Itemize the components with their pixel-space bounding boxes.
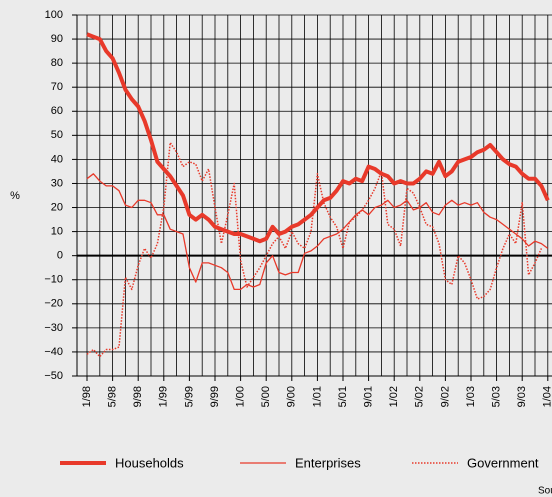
x-tick-label: 5/01 — [337, 386, 349, 407]
x-tick-label: 9/01 — [363, 386, 375, 407]
y-tick-label: 20 — [51, 201, 63, 213]
y-tick-label: 0 — [57, 250, 63, 262]
y-tick-label: −20 — [44, 298, 63, 310]
y-tick-label: 30 — [51, 177, 63, 189]
y-axis-label: % — [10, 190, 20, 202]
x-tick-label: 1/98 — [81, 386, 93, 407]
x-tick-label: 9/03 — [516, 386, 528, 407]
y-tick-label: −10 — [44, 274, 63, 286]
y-tick-label: 90 — [51, 33, 63, 45]
x-tick-label: 1/04 — [542, 386, 552, 407]
x-tick-label: 9/00 — [286, 386, 298, 407]
legend-label: Government — [467, 455, 539, 470]
x-tick-label: 1/99 — [158, 386, 170, 407]
x-tick-label: 1/01 — [311, 386, 323, 407]
y-tick-label: −50 — [44, 370, 63, 382]
series-line — [86, 32, 550, 244]
x-tick-label: 5/03 — [491, 386, 503, 407]
x-tick-label: 1/03 — [465, 386, 477, 407]
y-tick-label: −40 — [44, 346, 63, 358]
series-line — [86, 173, 549, 291]
x-tick-label: 5/99 — [183, 386, 195, 407]
x-tick-label: 5/02 — [414, 386, 426, 407]
legend-label: Enterprises — [295, 455, 361, 470]
x-tick-label: 9/99 — [209, 386, 221, 407]
y-tick-label: −30 — [44, 322, 63, 334]
x-tick-label: 1/02 — [388, 386, 400, 407]
x-tick-label: 1/00 — [235, 386, 247, 407]
y-tick-label: 100 — [45, 9, 63, 21]
y-tick-label: 80 — [51, 57, 63, 69]
y-tick-label: 40 — [51, 153, 63, 165]
x-tick-label: 5/98 — [107, 386, 119, 407]
y-tick-label: 10 — [51, 226, 63, 238]
source-note: Source — [538, 486, 552, 497]
legend-label: Households — [115, 455, 184, 470]
y-tick-label: 50 — [51, 129, 63, 141]
y-tick-label: 70 — [51, 81, 63, 93]
x-tick-label: 5/00 — [260, 386, 272, 407]
x-tick-label: 9/98 — [132, 386, 144, 407]
x-tick-label: 9/02 — [439, 386, 451, 407]
series-line — [86, 141, 543, 358]
y-tick-label: 60 — [51, 105, 63, 117]
